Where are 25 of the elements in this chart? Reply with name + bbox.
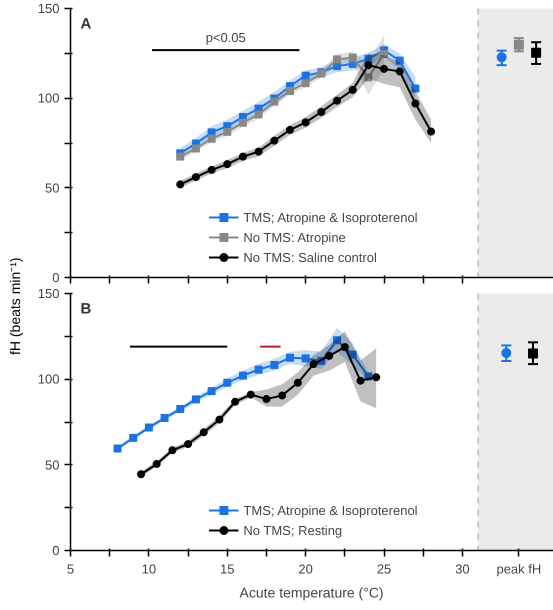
y-tick-label: 50	[45, 180, 60, 196]
y-tick-label: 0	[52, 270, 60, 285]
x-tick-label: 15	[220, 562, 235, 576]
y-tick-label: 100	[38, 90, 60, 106]
y-tick-label: 100	[38, 372, 60, 387]
x-axis-title: Acute temperature (°C)	[240, 584, 384, 600]
annotation: p<0.05	[206, 30, 246, 46]
text: B	[80, 300, 92, 318]
legend-label: No TMS; Resting	[243, 522, 342, 538]
x-tick-label: 10	[142, 562, 156, 576]
text: A	[80, 16, 92, 32]
x-tick-label: 5	[66, 562, 74, 576]
y-axis-title: fH (beats min⁻¹)	[6, 258, 24, 356]
x-tick-label: 20	[298, 562, 313, 576]
legend-label: No TMS: Saline control	[243, 250, 377, 264]
legend-label: TMS; Atropine & Isoproterenol	[243, 210, 418, 224]
legend-label: No TMS: Atropine	[243, 230, 346, 244]
y-tick-label: 150	[38, 286, 60, 301]
x-tick-label: 25	[376, 562, 392, 576]
y-tick-label: 150	[38, 1, 60, 16]
y-tick-label: 0	[52, 543, 60, 558]
y-tick-label: 50	[45, 457, 60, 472]
legend-label: TMS; Atropine & Isoproterenol	[243, 502, 418, 518]
x-tick-label: 30	[455, 562, 470, 576]
x-tick-label: peak fH	[496, 562, 542, 576]
